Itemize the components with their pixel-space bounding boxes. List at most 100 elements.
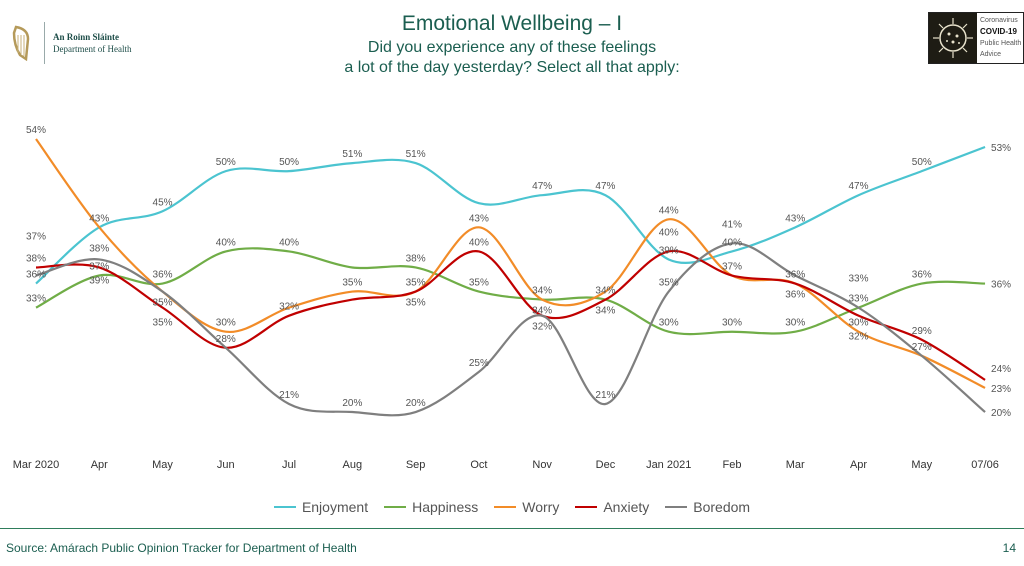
x-tick-label: Feb (722, 459, 741, 471)
legend-label: Enjoyment (301, 499, 369, 515)
data-label: 33% (849, 294, 869, 305)
legend-label: Happiness (412, 499, 479, 515)
x-tick-label: Dec (596, 459, 616, 471)
chart-title: Emotional Wellbeing – I (401, 12, 623, 35)
data-label: 30% (785, 318, 805, 329)
data-label: 36% (912, 270, 932, 281)
data-label: 51% (342, 149, 362, 160)
data-label: 51% (406, 149, 426, 160)
data-label: 47% (849, 181, 869, 192)
data-label: 33% (26, 294, 46, 305)
badge-line-2: COVID-19 (980, 27, 1017, 36)
data-label: 43% (785, 213, 805, 224)
data-label: 30% (722, 318, 742, 329)
data-label: 35% (406, 278, 426, 289)
data-label: 36% (785, 290, 805, 301)
legend-item-anxiety: Anxiety (575, 499, 649, 515)
series-line-boredom (35, 242, 986, 417)
badge-line-3: Public Health (980, 40, 1022, 47)
legend-label: Worry (522, 499, 560, 515)
data-label: 54% (26, 125, 46, 136)
department-logo: An Roinn Sláinte Department of Health (10, 22, 131, 64)
data-label: 38% (26, 253, 46, 264)
legend-label: Boredom (693, 499, 751, 515)
x-tick-label: Jun (217, 459, 235, 471)
data-label: 36% (26, 270, 46, 281)
data-label: 32% (279, 302, 299, 313)
data-label: 20% (991, 408, 1011, 419)
data-label: 38% (89, 243, 109, 254)
data-label: 30% (216, 318, 236, 329)
harp-icon (12, 25, 30, 61)
data-label: 50% (216, 157, 236, 168)
legend-swatch (575, 506, 598, 508)
footer-divider (0, 528, 1024, 529)
x-tick-label: May (911, 459, 932, 471)
data-label: 34% (532, 306, 552, 317)
chart-subtitle-2: a lot of the day yesterday? Select all t… (344, 59, 680, 76)
data-label: 36% (785, 270, 805, 281)
data-label: 35% (342, 278, 362, 289)
data-label: 20% (406, 398, 426, 409)
data-label: 37% (26, 232, 46, 243)
data-label: 45% (153, 197, 173, 208)
page-number: 14 (1002, 541, 1016, 555)
badge-line-4: Advice (980, 51, 1002, 58)
data-label: 41% (722, 219, 742, 230)
x-tick-label: Mar (786, 459, 805, 471)
data-label: 35% (153, 318, 173, 329)
data-label: 40% (722, 237, 742, 248)
data-label: 43% (89, 213, 109, 224)
x-tick-label: 07/06 (971, 459, 999, 471)
chart-legend: Enjoyment Happiness Worry Anxiety Boredom (0, 499, 1024, 515)
x-tick-label: Apr (850, 459, 867, 471)
legend-item-enjoyment: Enjoyment (273, 499, 369, 515)
data-label: 40% (279, 237, 299, 248)
data-label: 27% (912, 342, 932, 353)
x-tick-label: Aug (343, 459, 363, 471)
data-label: 32% (849, 332, 869, 343)
legend-item-happiness: Happiness (384, 499, 478, 515)
x-tick-label: Nov (532, 459, 552, 471)
data-label: 35% (406, 298, 426, 309)
x-tick-label: Jan 2021 (646, 459, 691, 471)
data-label: 20% (342, 398, 362, 409)
data-label: 43% (469, 213, 489, 224)
data-label: 34% (595, 306, 615, 317)
data-label: 35% (153, 298, 173, 309)
series-line-happiness (35, 247, 986, 336)
data-label: 47% (595, 181, 615, 192)
data-label: 35% (469, 278, 489, 289)
data-label: 47% (532, 181, 552, 192)
data-label: 44% (659, 205, 679, 216)
data-label: 33% (849, 274, 869, 285)
legend-label: Anxiety (603, 499, 650, 515)
org-irish-name: An Roinn Sláinte (53, 32, 120, 42)
x-tick-label: May (152, 459, 173, 471)
data-label: 50% (912, 157, 932, 168)
source-note: Source: Amárach Public Opinion Tracker f… (6, 541, 357, 555)
data-label: 25% (469, 358, 489, 369)
legend-swatch (494, 506, 517, 508)
chart-subtitle-1: Did you experience any of these feelings (367, 39, 657, 56)
x-tick-label: Jul (282, 459, 296, 471)
covid-advice-badge: Coronavirus COVID-19 Public Health Advic… (928, 12, 1024, 64)
x-tick-label: Sep (406, 459, 426, 471)
series-line-enjoyment (35, 146, 986, 285)
data-label: 32% (532, 322, 552, 333)
data-label: 40% (469, 237, 489, 248)
x-tick-label: Mar 2020 (13, 459, 59, 471)
x-tick-label: Oct (470, 459, 487, 471)
data-label: 34% (595, 286, 615, 297)
data-label: 30% (659, 318, 679, 329)
x-tick-label: Apr (91, 459, 108, 471)
data-label: 30% (849, 318, 869, 329)
legend-swatch (384, 506, 407, 508)
legend-swatch (665, 506, 688, 508)
data-label: 21% (595, 390, 615, 401)
org-english-name: Department of Health (53, 44, 132, 54)
data-label: 34% (532, 286, 552, 297)
data-label: 39% (659, 245, 679, 256)
data-label: 50% (279, 157, 299, 168)
